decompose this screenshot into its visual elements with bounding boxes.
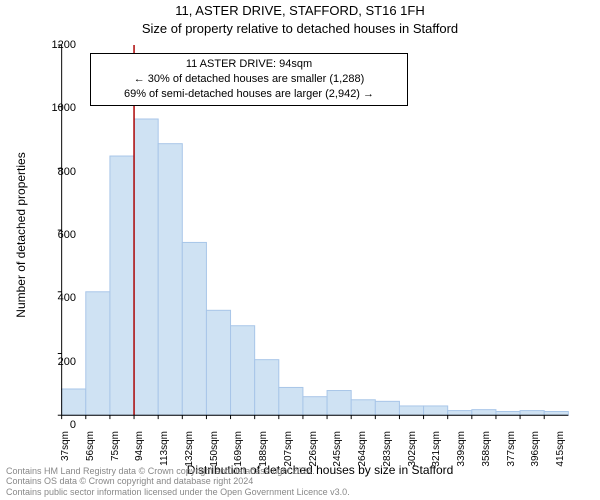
address-title: 11, ASTER DRIVE, STAFFORD, ST16 1FH bbox=[0, 3, 600, 18]
chart-subtitle: Size of property relative to detached ho… bbox=[0, 21, 600, 36]
y-tick-label: 600 bbox=[26, 229, 76, 241]
annotation-box: 11 ASTER DRIVE: 94sqm ← 30% of detached … bbox=[90, 53, 408, 106]
y-tick-label: 1000 bbox=[26, 102, 76, 114]
y-tick-label: 200 bbox=[26, 356, 76, 368]
annotation-line-3: 69% of semi-detached houses are larger (… bbox=[99, 87, 399, 102]
y-tick-label: 800 bbox=[26, 166, 76, 178]
annotation-line-1: 11 ASTER DRIVE: 94sqm bbox=[99, 57, 399, 72]
annotation-line-2: ← 30% of detached houses are smaller (1,… bbox=[99, 72, 399, 87]
figure-root: 11, ASTER DRIVE, STAFFORD, ST16 1FH Size… bbox=[0, 0, 600, 500]
y-tick-label: 400 bbox=[26, 292, 76, 304]
y-tick-label: 0 bbox=[26, 419, 76, 431]
attribution-text: Contains HM Land Registry data © Crown c… bbox=[6, 466, 594, 498]
y-tick-label: 1200 bbox=[26, 39, 76, 51]
